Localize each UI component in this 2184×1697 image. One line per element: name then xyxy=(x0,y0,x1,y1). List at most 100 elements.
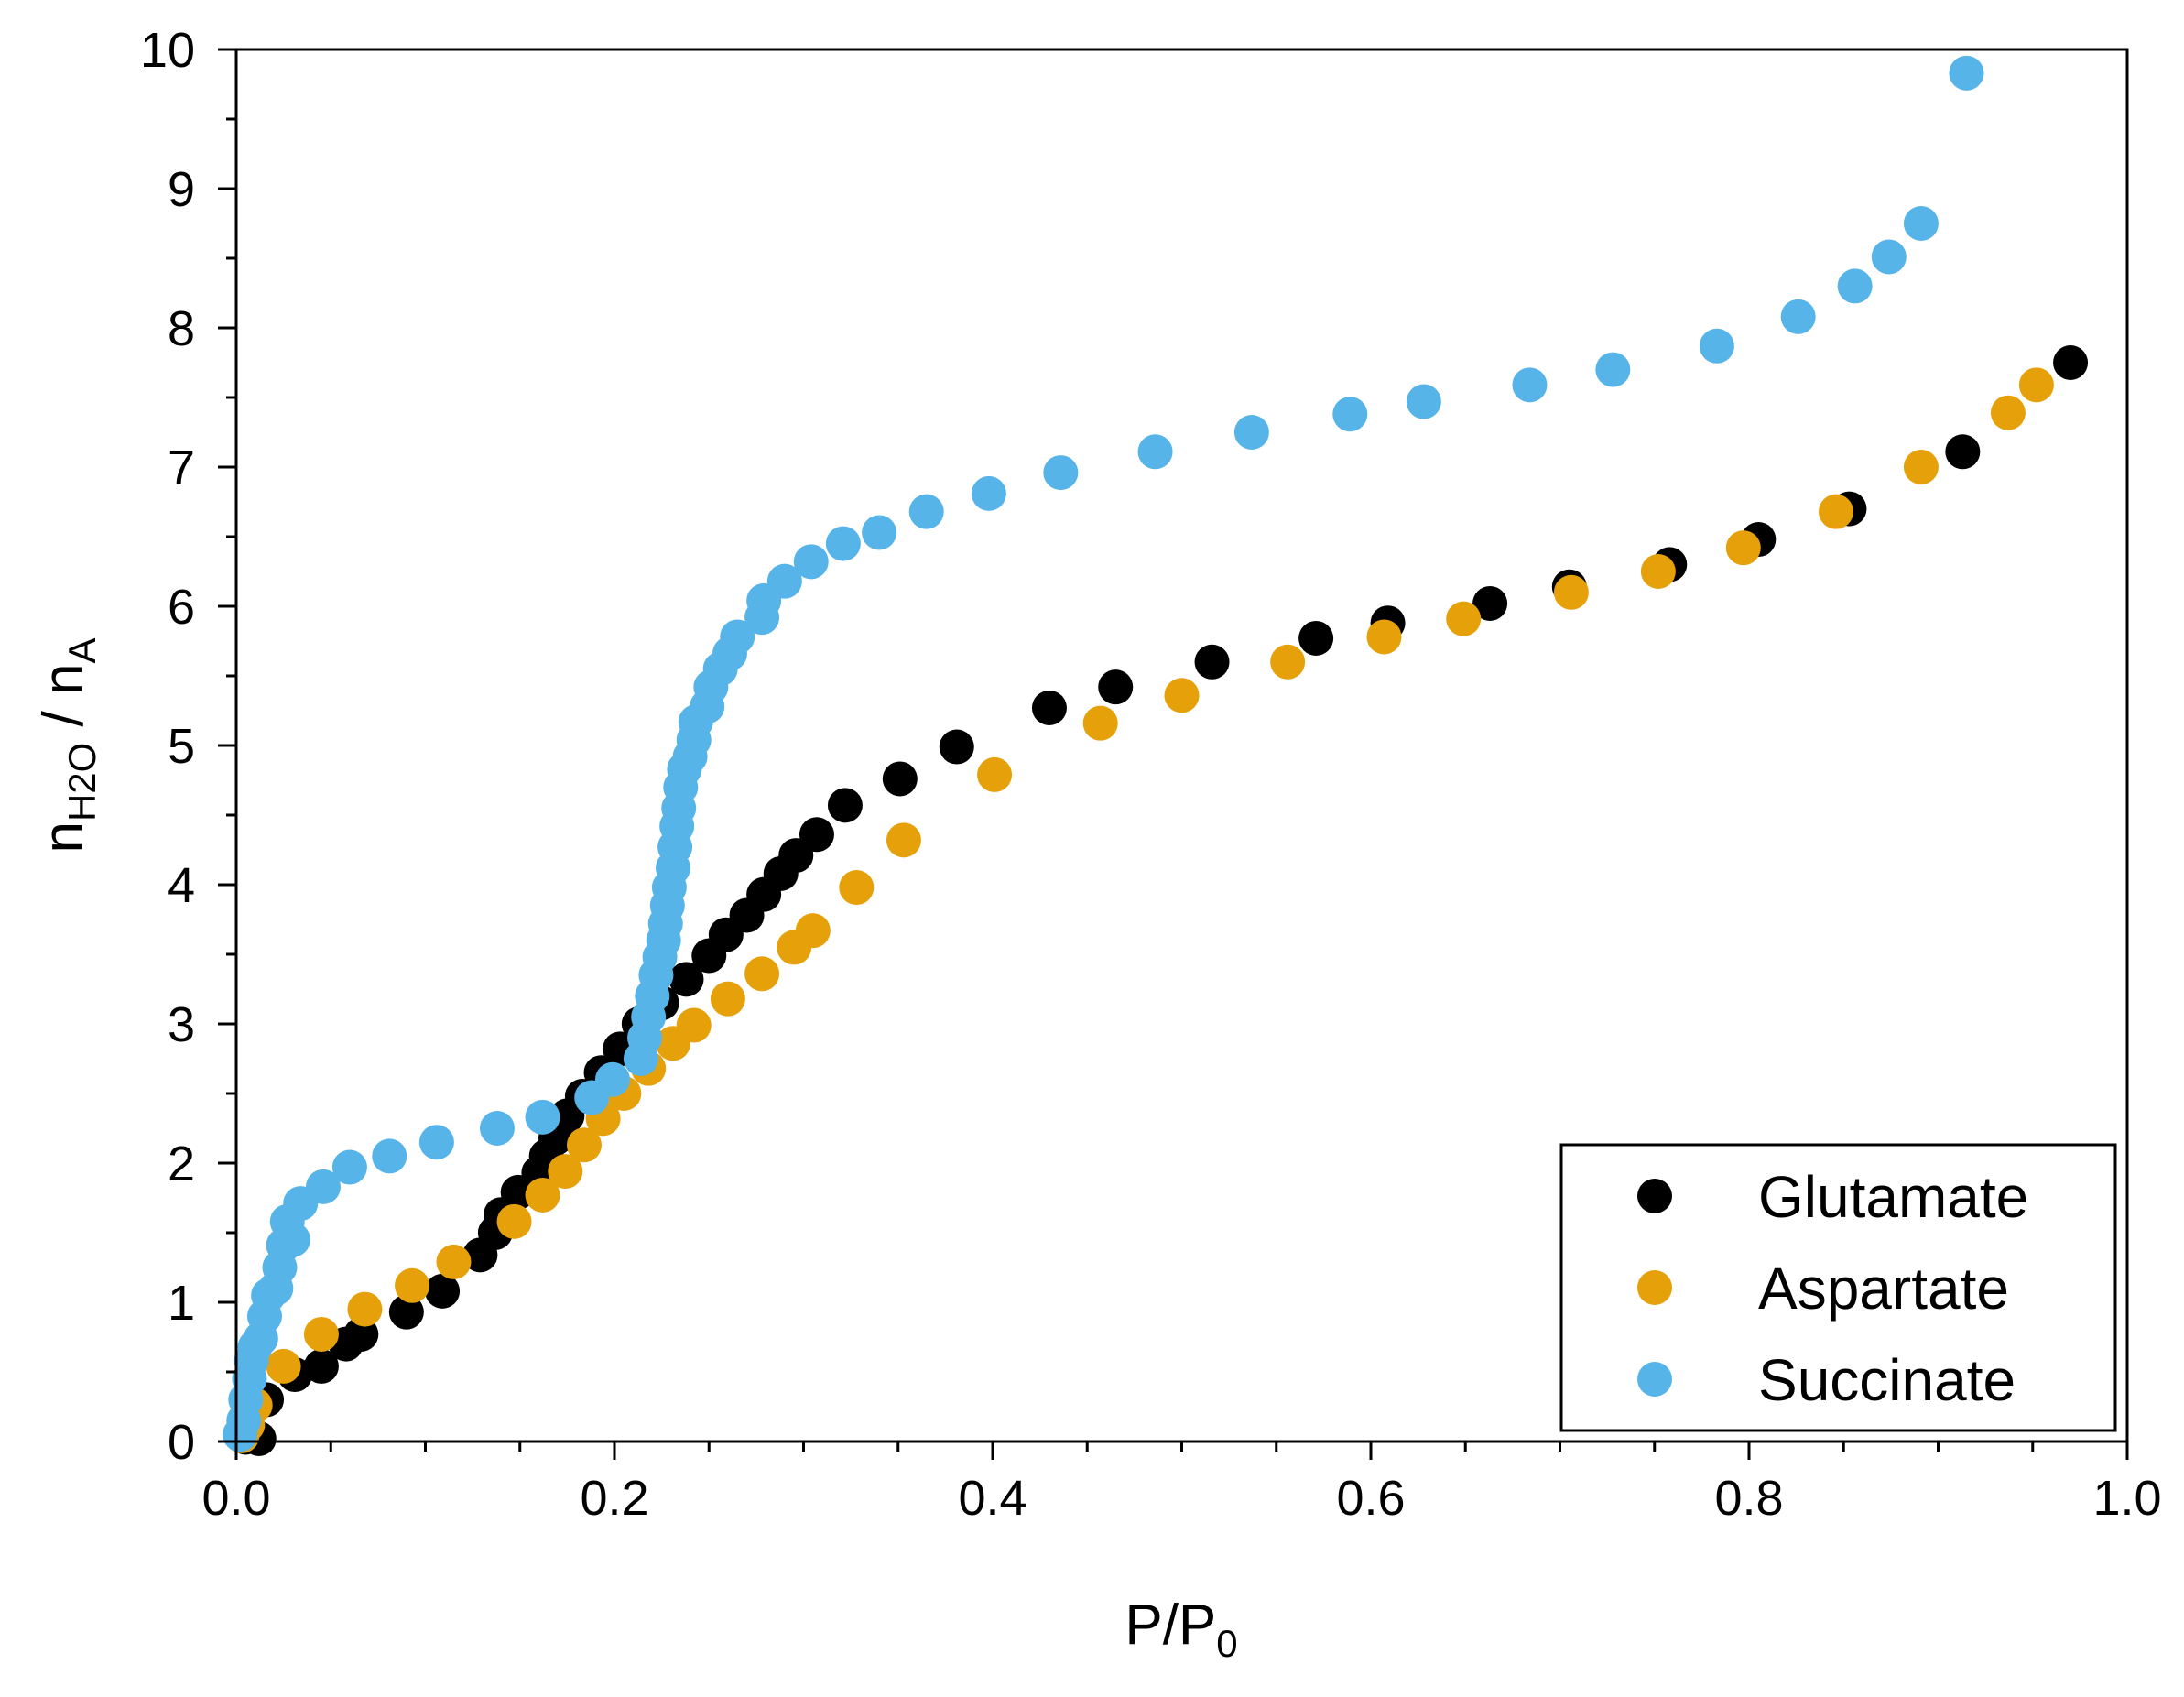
data-point-glutamate xyxy=(1194,644,1230,680)
legend-marker-aspartate xyxy=(1637,1270,1672,1305)
x-tick-label: 0.2 xyxy=(580,1471,648,1526)
data-point-succinate xyxy=(275,1222,310,1257)
series-layer xyxy=(223,55,2089,1456)
data-point-succinate xyxy=(331,1149,367,1185)
y-axis-title-n: n xyxy=(32,821,95,853)
data-point-aspartate xyxy=(1903,450,1939,484)
y-tick-label: 2 xyxy=(168,1137,195,1191)
y-axis-title: nH2O / nA xyxy=(32,637,103,853)
data-point-aspartate xyxy=(1818,494,1853,529)
data-point-succinate xyxy=(418,1125,454,1160)
x-axis-title-main: P/P xyxy=(1125,1594,1216,1657)
data-point-aspartate xyxy=(676,1007,712,1043)
data-point-succinate xyxy=(479,1111,515,1146)
y-tick-label: 10 xyxy=(140,23,195,78)
data-point-succinate xyxy=(1871,239,1907,275)
data-point-succinate xyxy=(825,526,861,561)
data-point-succinate xyxy=(1233,415,1269,450)
y-tick-label: 8 xyxy=(168,301,195,356)
ticks-layer: 0.0 0.2 0.4 0.6 0.8 1.0 0 1 2 3 4 5 6 7 8 9 10 xyxy=(140,23,2162,1526)
data-point-aspartate xyxy=(525,1177,560,1213)
y-tick-label: 9 xyxy=(168,162,195,217)
data-point-succinate xyxy=(793,544,829,580)
data-point-aspartate xyxy=(744,956,780,992)
data-point-glutamate xyxy=(2053,345,2089,380)
data-point-succinate xyxy=(1837,268,1873,304)
y-axis-title-sub2: A xyxy=(60,637,103,663)
data-point-succinate xyxy=(766,563,802,599)
data-point-succinate xyxy=(862,515,897,550)
y-tick-label: 4 xyxy=(168,858,195,913)
data-point-glutamate xyxy=(882,761,918,797)
data-point-aspartate xyxy=(395,1267,430,1303)
data-point-succinate xyxy=(971,475,1006,511)
data-point-succinate xyxy=(1903,206,1939,241)
data-point-aspartate xyxy=(1553,574,1589,610)
x-axis-title: P/P0 xyxy=(1125,1594,1237,1665)
data-point-aspartate xyxy=(1164,678,1200,713)
data-point-glutamate xyxy=(1298,620,1334,656)
series-succinate xyxy=(223,55,1984,1452)
y-tick-label: 1 xyxy=(168,1276,195,1331)
data-point-aspartate xyxy=(1270,644,1306,680)
legend-label-aspartate: Aspartate xyxy=(1758,1256,2009,1322)
data-point-glutamate xyxy=(1098,669,1134,705)
x-tick-label: 0.8 xyxy=(1714,1471,1783,1526)
data-point-succinate xyxy=(1043,455,1079,491)
legend: Glutamate Aspartate Succinate xyxy=(1559,1143,2117,1432)
data-point-glutamate xyxy=(1472,585,1508,621)
y-tick-label: 6 xyxy=(168,580,195,635)
data-point-glutamate xyxy=(668,962,704,997)
data-point-aspartate xyxy=(2018,367,2054,403)
data-point-succinate xyxy=(305,1169,341,1204)
data-point-succinate xyxy=(1406,384,1441,419)
data-point-succinate xyxy=(594,1061,630,1097)
data-point-succinate xyxy=(1332,397,1368,432)
data-point-succinate xyxy=(1512,367,1548,403)
legend-marker-succinate xyxy=(1637,1362,1672,1397)
data-point-aspartate xyxy=(1725,530,1761,566)
data-point-aspartate xyxy=(795,913,831,949)
legend-label-glutamate: Glutamate xyxy=(1758,1164,2028,1230)
data-point-succinate xyxy=(372,1138,407,1174)
y-axis-title-sub1: H2O xyxy=(60,743,103,821)
data-point-aspartate xyxy=(710,981,745,1017)
data-point-aspartate xyxy=(347,1291,383,1327)
x-tick-label: 0.6 xyxy=(1336,1471,1405,1526)
x-tick-label: 0.0 xyxy=(201,1471,270,1526)
data-point-aspartate xyxy=(303,1316,339,1352)
data-point-aspartate xyxy=(548,1154,583,1190)
data-point-glutamate xyxy=(425,1273,461,1309)
y-tick-label: 3 xyxy=(168,997,195,1052)
x-axis-title-sub: 0 xyxy=(1216,1622,1237,1665)
data-point-aspartate xyxy=(1366,619,1402,655)
data-point-succinate xyxy=(1780,299,1816,334)
data-point-succinate xyxy=(720,619,755,655)
data-point-aspartate xyxy=(977,756,1013,792)
y-tick-label: 0 xyxy=(168,1415,195,1470)
data-point-aspartate xyxy=(839,870,875,906)
legend-label-succinate: Succinate xyxy=(1758,1347,2016,1413)
data-point-glutamate xyxy=(827,788,863,823)
data-point-aspartate xyxy=(1082,705,1118,741)
data-point-succinate xyxy=(1595,352,1631,387)
data-point-succinate xyxy=(1949,55,1984,91)
data-point-glutamate xyxy=(303,1348,339,1384)
x-tick-label: 1.0 xyxy=(2092,1471,2161,1526)
data-point-aspartate xyxy=(1640,554,1676,589)
data-point-glutamate xyxy=(939,729,974,765)
data-point-aspartate xyxy=(496,1203,532,1239)
data-point-succinate xyxy=(1699,328,1734,364)
data-point-glutamate xyxy=(1945,434,1981,470)
data-point-glutamate xyxy=(1031,690,1067,725)
y-axis-title-slash: / n xyxy=(32,664,95,743)
data-point-aspartate xyxy=(1446,601,1482,636)
data-point-succinate xyxy=(525,1099,560,1135)
data-point-glutamate xyxy=(799,817,834,853)
data-point-aspartate xyxy=(886,822,921,858)
data-point-aspartate xyxy=(566,1127,602,1163)
data-point-succinate xyxy=(1137,434,1173,470)
data-point-aspartate xyxy=(266,1348,301,1384)
series-aspartate xyxy=(224,367,2054,1453)
